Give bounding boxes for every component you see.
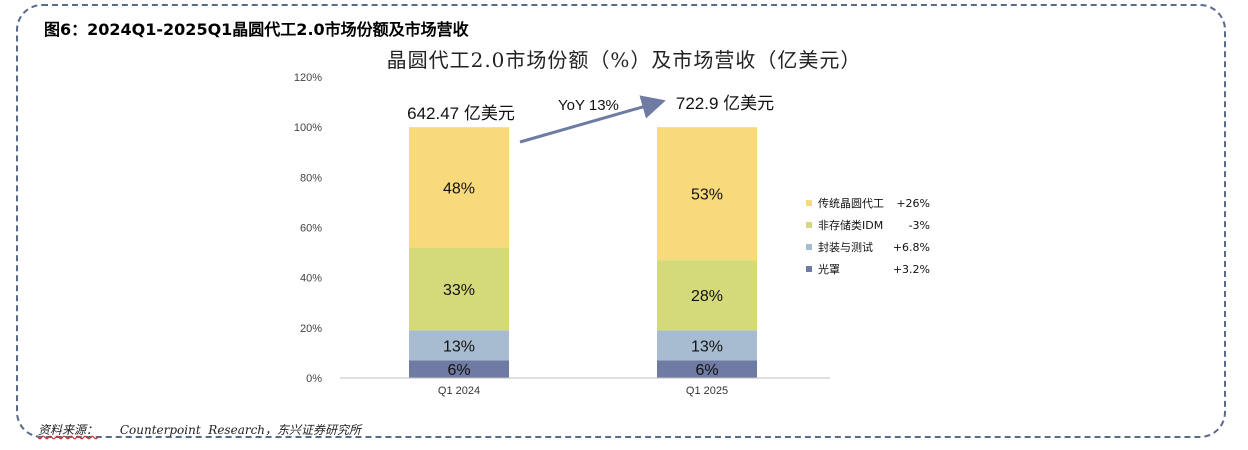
legend-growth: +3.2% xyxy=(893,263,930,276)
x-axis: Q1 2024 Q1 2025 xyxy=(340,377,830,397)
bar-data-label: 48% xyxy=(443,180,475,197)
source-note: 资料来源： Counterpoint Research，东兴证券研究所 xyxy=(38,421,361,438)
y-tick-label: 60% xyxy=(300,223,322,235)
legend-swatch xyxy=(806,222,812,228)
bar-segment xyxy=(409,360,509,378)
y-tick-label: 40% xyxy=(300,273,322,285)
total-label: 722.9 亿美元 xyxy=(676,94,774,113)
legend-label: 非存储类IDM xyxy=(818,218,883,232)
y-tick-label: 20% xyxy=(300,323,322,335)
bar-segment xyxy=(657,330,757,361)
figure-frame xyxy=(16,4,1226,438)
legend-growth: -3% xyxy=(909,219,930,232)
legend-swatch xyxy=(806,200,812,206)
data-labels: 6% 13% 33% 48% 6% 13% 28% 53% xyxy=(443,180,723,379)
source-text: Counterpoint Research，东兴证券研究所 xyxy=(119,423,362,437)
x-tick-label: Q1 2024 xyxy=(438,385,480,397)
bar-data-label: 33% xyxy=(443,282,475,299)
bar-segment xyxy=(657,360,757,378)
total-label: 642.47 亿美元 xyxy=(407,104,515,123)
legend: 传统晶圆代工 +26% 非存储类IDM -3% 封装与测试 +6.8% 光罩 +3.2% xyxy=(806,197,930,276)
bar-data-label: 53% xyxy=(691,187,723,204)
yoy-annotation: YoY 13% xyxy=(558,97,619,114)
legend-growth: +6.8% xyxy=(893,241,930,254)
legend-label: 传统晶圆代工 xyxy=(818,197,884,210)
y-tick-label: 120% xyxy=(294,72,322,84)
legend-growth: +26% xyxy=(896,197,930,210)
y-tick-label: 0% xyxy=(306,373,322,385)
bar-segment xyxy=(409,247,509,331)
chart-title: 晶圆代工2.0市场份额（%）及市场营收（亿美元） xyxy=(386,48,862,72)
y-tick-label: 100% xyxy=(294,122,322,134)
y-tick-label: 80% xyxy=(300,172,322,184)
bars xyxy=(409,127,757,378)
legend-label: 光罩 xyxy=(818,262,840,276)
annotations: 642.47 亿美元 722.9 亿美元 YoY 13% xyxy=(407,94,774,144)
bar-segment xyxy=(657,127,757,261)
y-axis: 0% 20% 40% 60% 80% 100% 120% xyxy=(294,72,322,385)
bar-data-label: 13% xyxy=(443,338,475,355)
yoy-arrow xyxy=(519,95,666,144)
x-tick-label: Q1 2025 xyxy=(686,385,728,397)
bar-segment xyxy=(409,127,509,248)
bar-segment xyxy=(409,330,509,361)
bar-data-label: 6% xyxy=(447,362,470,379)
bar-data-label: 13% xyxy=(691,338,723,355)
bar-segment xyxy=(657,260,757,331)
legend-swatch xyxy=(806,244,812,250)
bar-data-label: 6% xyxy=(695,362,718,379)
bar-data-label: 28% xyxy=(691,288,723,305)
figure-title: 图6：2024Q1-2025Q1晶圆代工2.0市场份额及市场营收 xyxy=(44,20,469,39)
source-label: 资料来源： xyxy=(38,423,99,437)
legend-swatch xyxy=(806,266,812,272)
legend-label: 封装与测试 xyxy=(818,240,873,254)
